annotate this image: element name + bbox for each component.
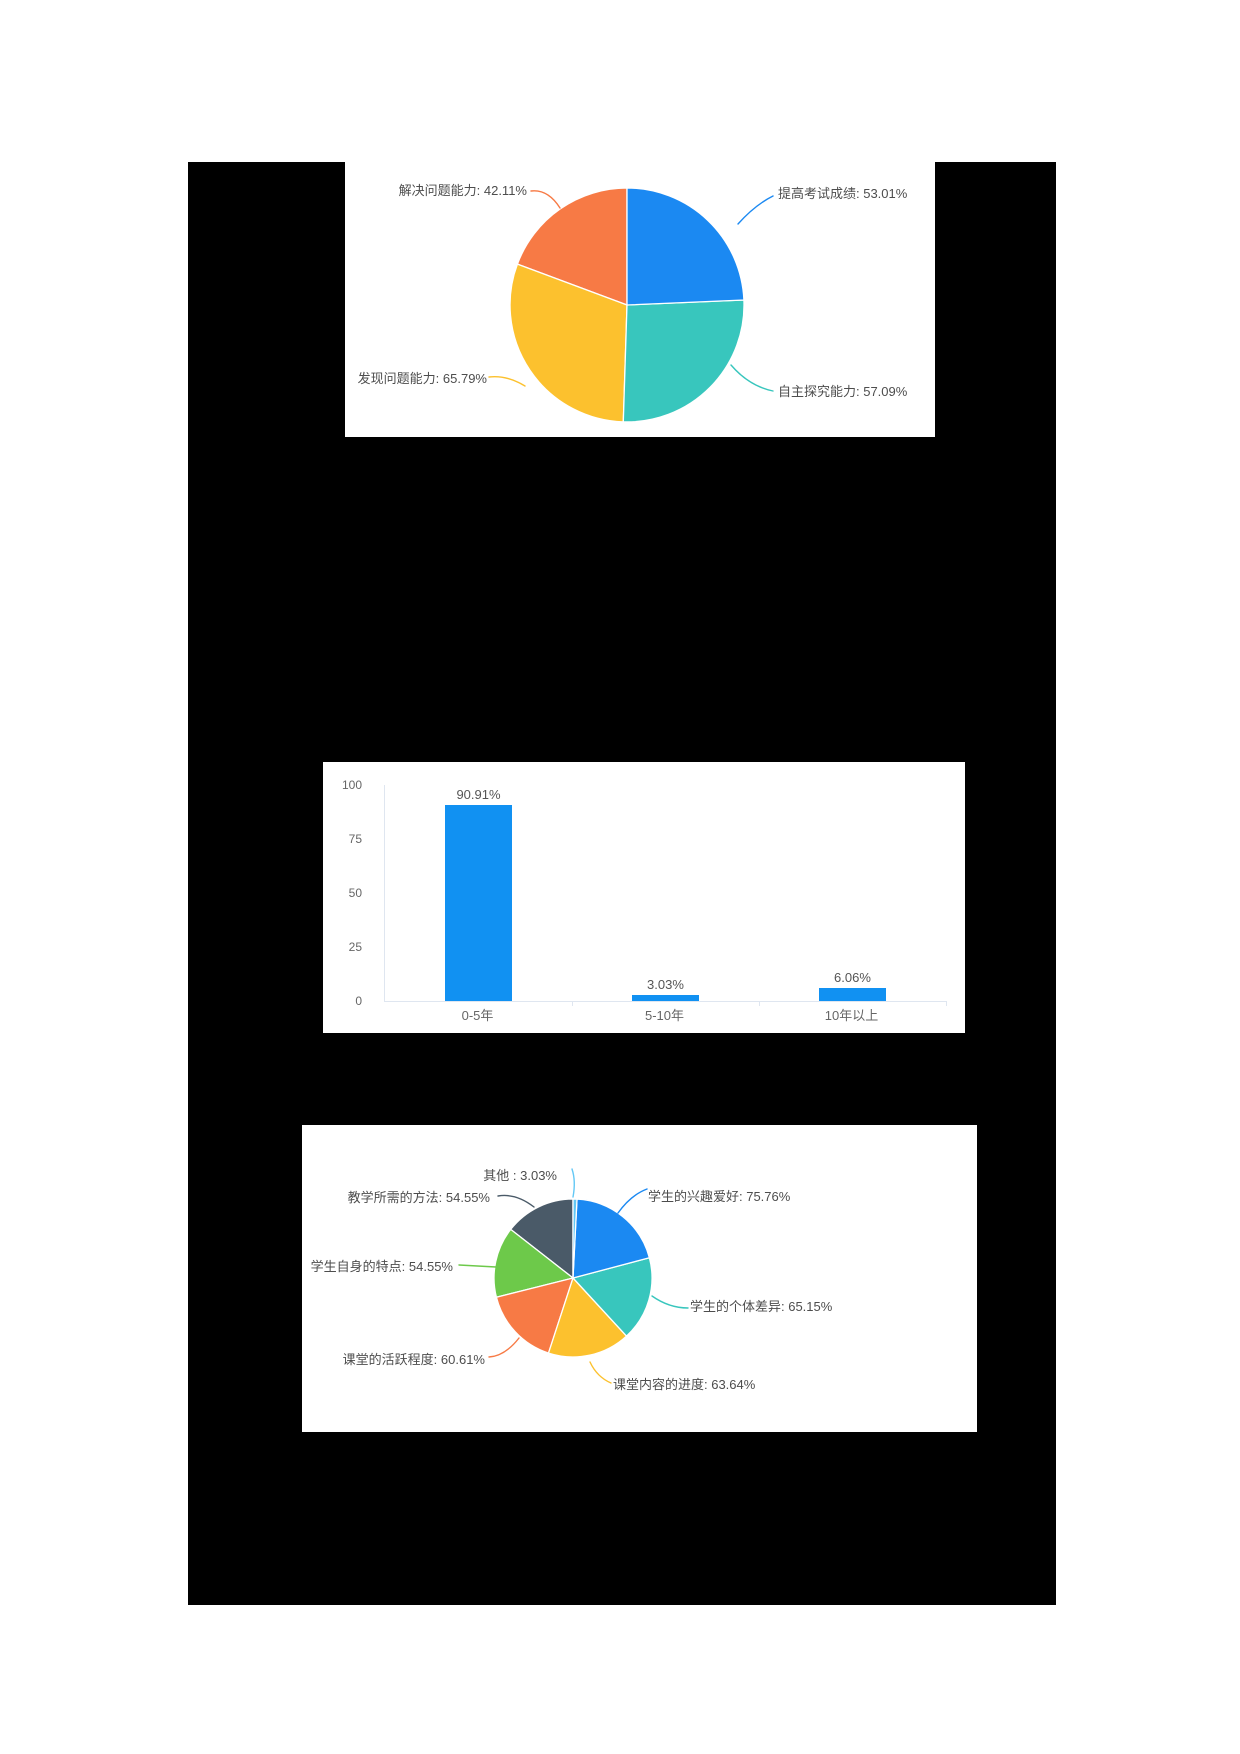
pie-slice-其他 <box>572 1198 578 1279</box>
pie-slice-教学所需的方法 <box>509 1198 574 1280</box>
pie-label-xuesheng-geti-chayi: 学生的个体差异: 65.15% <box>690 1299 833 1314</box>
bar-0-5years <box>444 804 512 1001</box>
pie-slice-解决问题能力 <box>516 187 628 306</box>
bar-value-label: 90.91% <box>456 786 501 802</box>
x-axis-tick-mark <box>945 1001 947 1006</box>
y-axis-tick-75: 75 <box>348 832 362 846</box>
x-axis-category-5-10years: 5-10年 <box>644 1008 685 1023</box>
pie-label-faxian-wenti-nengli: 发现问题能力: 65.79% <box>357 371 487 386</box>
pie-slice-课堂的活跃程度 <box>495 1277 574 1354</box>
pie-slice-学生自身的特点 <box>493 1228 575 1298</box>
bar-value-label: 6.06% <box>834 969 871 985</box>
bar-chart-panel-teaching-years: 100 75 50 25 0 90.91% 3.03% 6.06% 0-5年 5… <box>323 762 965 1033</box>
pie-label-xuesheng-xingqu-aihao: 学生的兴趣爱好: 75.76% <box>648 1189 791 1204</box>
leader-line-faxian <box>488 376 526 387</box>
bar-5-10years <box>631 994 699 1001</box>
leader-line-jiaoxue-fangfa <box>497 1194 535 1208</box>
y-axis-tick-25: 25 <box>348 940 362 954</box>
bar-cell-5-10years: 3.03% <box>572 785 760 1006</box>
x-axis-category-10plus-years: 10年以上 <box>824 1008 879 1023</box>
pie-slice-学生的个体差异 <box>571 1257 653 1338</box>
leader-line-tigao <box>737 195 774 225</box>
pie-label-jiaoxue-suoxu-fangfa: 教学所需的方法: 54.55% <box>347 1190 490 1205</box>
leader-line-qita <box>571 1168 575 1198</box>
y-axis-tick-50: 50 <box>348 886 362 900</box>
pie-chart-panel-study-abilities: 解决问题能力: 42.11% 提高考试成绩: 53.01% 发现问题能力: 65… <box>345 162 935 437</box>
pie-chart-teaching-factors <box>458 1168 689 1384</box>
pie-slice-自主探究能力 <box>622 299 745 423</box>
page-black-background: 解决问题能力: 42.11% 提高考试成绩: 53.01% 发现问题能力: 65… <box>188 162 1056 1605</box>
leader-line-geti-chayi <box>651 1295 689 1309</box>
pie-label-ketang-huoyue-chengdu: 课堂的活跃程度: 60.61% <box>342 1352 485 1367</box>
bar-chart-plot-area: 90.91% 3.03% 6.06% <box>384 785 947 1006</box>
bar-10plus-years <box>818 987 886 1001</box>
pie-label-zizhu-tanjiu-nengli: 自主探究能力: 57.09% <box>778 384 908 399</box>
leader-line-jiejue <box>530 190 561 209</box>
y-axis-tick-100: 100 <box>341 778 362 792</box>
pie-chart-panel-teaching-factors: 其他 : 3.03% 教学所需的方法: 54.55% 学生的兴趣爱好: 75.7… <box>302 1125 977 1432</box>
pie-label-qita: 其他 : 3.03% <box>483 1168 557 1183</box>
pie-label-ketang-neirong-jindu: 课堂内容的进度: 63.64% <box>613 1377 756 1392</box>
pie-label-xuesheng-zishen-tedian: 学生自身的特点: 54.55% <box>310 1259 453 1274</box>
pie-slice-提高考试成绩 <box>626 187 745 306</box>
x-axis-tick-mark <box>758 1001 760 1006</box>
bar-value-label: 3.03% <box>647 976 684 992</box>
y-axis-tick-0: 0 <box>355 994 362 1008</box>
pie-label-tigao-kaoshi-chengji: 提高考试成绩: 53.01% <box>778 186 908 201</box>
pie-slice-学生的兴趣爱好 <box>572 1198 651 1279</box>
leader-line-neirong-jindu <box>589 1361 612 1384</box>
pie-slice-发现问题能力 <box>509 263 628 423</box>
bar-cell-10plus-years: 6.06% <box>759 785 947 1006</box>
bar-cell-0-5years: 90.91% <box>385 785 573 1006</box>
x-axis-category-0-5years: 0-5年 <box>461 1008 494 1023</box>
leader-line-zishen-tedian <box>458 1264 497 1268</box>
leader-line-huoyue-chengdu <box>488 1337 520 1358</box>
pie-chart-study-abilities <box>488 187 774 423</box>
x-axis-tick-mark <box>571 1001 573 1006</box>
leader-line-xingqu-aihao <box>617 1188 648 1214</box>
pie-label-jiejue-wenti-nengli: 解决问题能力: 42.11% <box>398 183 527 198</box>
pie-slice-课堂内容的进度 <box>547 1276 628 1358</box>
leader-line-zizhu <box>730 364 774 392</box>
